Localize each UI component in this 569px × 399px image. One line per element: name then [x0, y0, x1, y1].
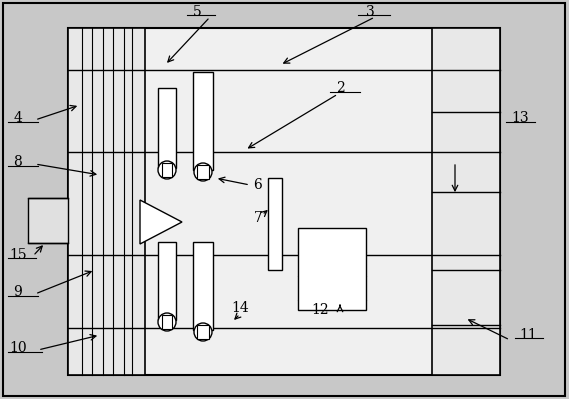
- Bar: [268, 178, 282, 270]
- Text: 5: 5: [193, 5, 201, 19]
- Text: 3: 3: [366, 5, 374, 19]
- Bar: [162, 315, 172, 329]
- Text: 14: 14: [231, 301, 249, 315]
- Text: 2: 2: [336, 81, 344, 95]
- Text: 8: 8: [14, 155, 22, 169]
- Text: 12: 12: [311, 303, 329, 317]
- Bar: [28, 198, 68, 243]
- Polygon shape: [140, 200, 182, 244]
- Bar: [158, 88, 176, 168]
- Text: 9: 9: [14, 285, 22, 299]
- Text: 11: 11: [519, 328, 537, 342]
- Bar: [197, 325, 209, 339]
- Text: 4: 4: [14, 111, 22, 125]
- Bar: [432, 28, 500, 375]
- Circle shape: [158, 161, 176, 179]
- Bar: [193, 242, 213, 330]
- Bar: [193, 72, 213, 170]
- Text: 13: 13: [511, 111, 529, 125]
- Bar: [162, 163, 172, 177]
- Text: 7: 7: [254, 211, 262, 225]
- Bar: [158, 242, 176, 320]
- Text: 15: 15: [9, 248, 27, 262]
- Circle shape: [158, 313, 176, 331]
- Circle shape: [194, 163, 212, 181]
- Bar: [68, 28, 145, 375]
- Bar: [68, 28, 500, 375]
- Circle shape: [194, 323, 212, 341]
- Bar: [298, 228, 366, 310]
- Text: 6: 6: [254, 178, 262, 192]
- Text: 10: 10: [9, 341, 27, 355]
- Bar: [197, 165, 209, 179]
